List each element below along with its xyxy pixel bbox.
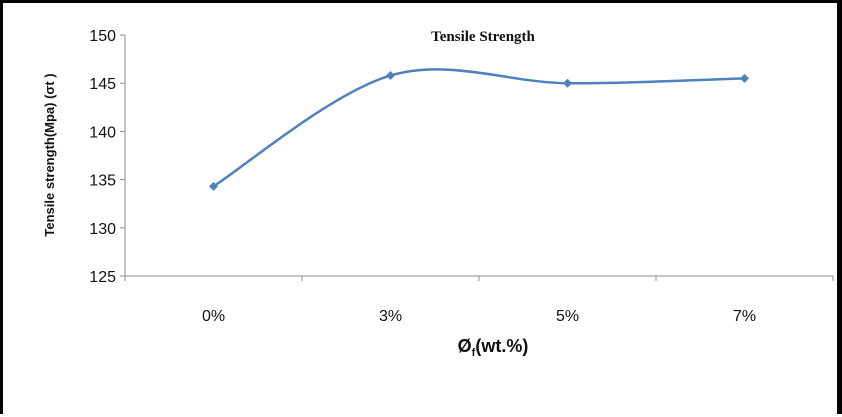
y-tick-label: 125: [89, 269, 116, 286]
y-tick-label: 140: [89, 124, 116, 141]
x-axis-label-tail: (wt.%): [475, 336, 528, 356]
data-point: [563, 78, 572, 88]
x-tick-label: 7%: [733, 308, 756, 325]
x-axis-label-subscript: f: [472, 347, 476, 359]
chart-title: Tensile Strength: [431, 29, 535, 45]
tensile-strength-chart: 125 130 135 140 145 150 0% 3% 5% 7% Tensile Stre…: [42, 28, 834, 359]
x-tick-label: 3%: [379, 308, 402, 325]
y-tick-label: 150: [89, 28, 116, 45]
x-axis-label-main: Ø: [458, 336, 472, 356]
data-point: [386, 70, 395, 80]
series-line: [212, 68, 745, 188]
x-tick-label: 0%: [202, 308, 225, 325]
y-axis-ticks: 125 130 135 140 145 150: [89, 28, 125, 286]
x-axis-label: Øf(wt.%): [458, 336, 529, 359]
series-markers: [209, 70, 749, 191]
y-tick-label: 145: [89, 76, 116, 93]
x-axis-ticks: 0% 3% 5% 7%: [124, 276, 834, 325]
data-point: [740, 73, 749, 83]
data-point: [209, 181, 218, 191]
y-tick-label: 130: [89, 221, 116, 238]
y-tick-label: 135: [89, 173, 116, 190]
y-axis-label: Tensile strength(Mpa) (σt ): [42, 73, 57, 236]
x-tick-label: 5%: [556, 308, 579, 325]
chart-axes: [124, 35, 833, 277]
